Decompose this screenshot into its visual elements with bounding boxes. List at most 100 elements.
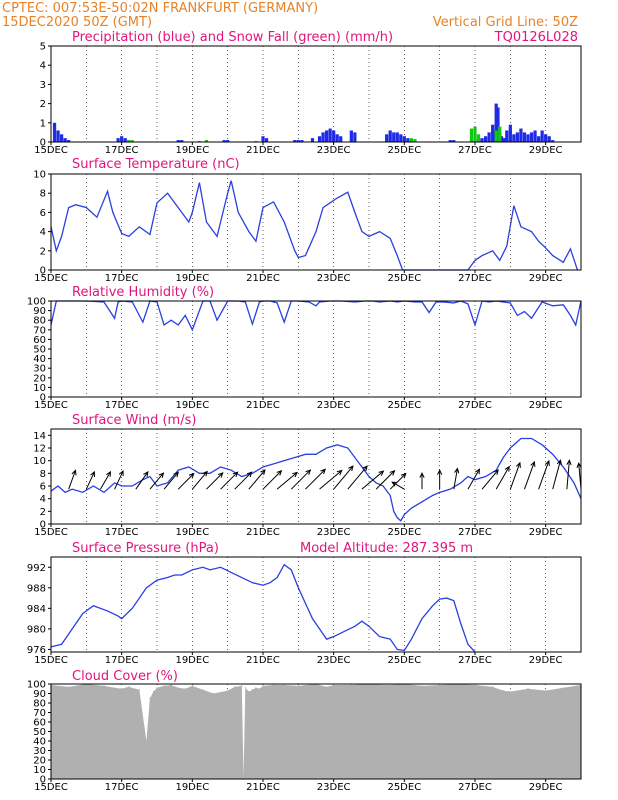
x-tick-label: 23DEC	[317, 400, 351, 411]
precipitation-bar	[402, 136, 406, 142]
x-tick-label: 15DEC	[34, 527, 68, 538]
wind-arrow-head	[475, 468, 481, 475]
precipitation-bar	[505, 130, 509, 142]
precipitation-bar	[63, 138, 67, 142]
cloud-cover-point	[114, 687, 116, 689]
cloud-cover-point	[502, 690, 504, 692]
cloud-cover-point	[333, 684, 335, 686]
wind-arrow-shaft	[333, 465, 354, 490]
wind-arrow-head	[336, 469, 343, 476]
precipitation-bar	[300, 140, 304, 142]
wind-arrow-shaft	[566, 460, 570, 490]
precipitation-bar	[261, 136, 265, 142]
cloud-cover-point	[439, 684, 441, 686]
wind-arrow	[467, 468, 481, 490]
y-tick-label: 4	[40, 227, 46, 238]
cloud-cover-point	[241, 685, 243, 687]
y-tick-label: 4	[40, 494, 46, 505]
wind-arrow-shaft	[135, 471, 149, 490]
y-tick-label: 14	[33, 431, 46, 442]
precipitation-bar	[551, 140, 555, 142]
y-tick-label: 80	[33, 316, 46, 327]
y-tick-label: 60	[33, 335, 46, 346]
cloud-cover-point	[149, 697, 151, 699]
x-tick-label: 23DEC	[317, 145, 351, 156]
x-tick-label: 19DEC	[175, 400, 209, 411]
x-tick-label: 25DEC	[387, 655, 421, 666]
wind-arrow-shaft	[163, 471, 179, 490]
wind-arrow-head	[158, 472, 165, 479]
precipitation-bar	[385, 134, 389, 142]
wind-arrow-shaft	[389, 473, 407, 490]
wind-arrow-shaft	[319, 470, 343, 490]
precipitation-title: Precipitation (blue) and Snow Fall (gree…	[72, 30, 393, 45]
y-tick-label: 70	[33, 708, 46, 719]
y-tick-label: 10	[33, 170, 46, 181]
wind-arrow-shaft	[276, 472, 298, 490]
cloud-cover-point	[255, 687, 257, 689]
y-tick-label: 8	[40, 189, 46, 200]
precipitation-bar	[388, 130, 392, 142]
cloud-cover-point	[562, 687, 564, 689]
cloud-cover-point	[492, 686, 494, 688]
y-tick-label: 0	[40, 138, 46, 149]
precipitation-bar	[392, 132, 396, 142]
wind-arrow-head	[378, 470, 385, 476]
x-tick-label: 21DEC	[246, 527, 280, 538]
y-tick-label: 10	[33, 383, 46, 394]
precipitation-bar	[540, 130, 544, 142]
cloud-cover-point	[350, 684, 352, 686]
precipitation-bar	[296, 140, 300, 142]
snowfall-bar	[413, 139, 417, 142]
x-tick-label: 27DEC	[458, 145, 492, 156]
cloud-cover-point	[283, 684, 285, 686]
precipitation-bar	[56, 130, 60, 142]
cloud-cover-point	[273, 684, 275, 686]
y-tick-label: 984	[27, 604, 46, 615]
precipitation-bar	[512, 134, 516, 142]
y-tick-label: 90	[33, 689, 46, 700]
wind-arrow-head	[143, 471, 149, 477]
x-tick-label: 17DEC	[105, 782, 139, 793]
cloud-cover-point	[138, 689, 140, 691]
precipitation-bar	[491, 124, 495, 142]
wind-arrow	[495, 465, 510, 490]
cloud-cover-title: Cloud Cover (%)	[72, 669, 178, 684]
snowfall-bar	[130, 140, 134, 142]
wind-arrow	[68, 469, 77, 490]
precipitation-bar	[328, 128, 332, 142]
wind-arrow-shaft	[347, 465, 368, 490]
wind-arrow	[375, 469, 396, 490]
x-tick-label: 23DEC	[317, 782, 351, 793]
wind-arrow-head	[202, 470, 208, 477]
wind-arrow	[135, 471, 149, 490]
y-tick-label: 70	[33, 325, 46, 336]
wind-arrow	[177, 472, 195, 490]
y-tick-label: 50	[33, 727, 46, 738]
x-tick-label: 17DEC	[105, 145, 139, 156]
precipitation-bar	[59, 134, 64, 142]
wind-arrow-shaft	[391, 481, 405, 490]
cloud-cover-point	[527, 688, 529, 690]
wind-arrow-head	[276, 469, 283, 476]
cloud-cover-point	[170, 684, 172, 686]
y-tick-label: 80	[33, 699, 46, 710]
x-tick-label: 15DEC	[34, 145, 68, 156]
precipitation-bar	[544, 134, 548, 142]
wind-arrow-head	[232, 471, 239, 478]
cloud-cover-point	[177, 687, 179, 689]
precipitation-bar	[448, 140, 452, 142]
wind-arrow	[248, 469, 266, 490]
y-tick-label: 10	[33, 765, 46, 776]
x-tick-label: 25DEC	[387, 273, 421, 284]
y-tick-label: 8	[40, 469, 46, 480]
wind-arrow-head	[246, 471, 253, 478]
y-tick-label: 30	[33, 364, 46, 375]
wind-arrow-head	[437, 469, 443, 475]
cloud-cover-point	[212, 692, 215, 695]
x-tick-label: 15DEC	[34, 782, 68, 793]
x-tick-label: 15DEC	[34, 273, 68, 284]
wind-arrow	[419, 472, 425, 490]
y-tick-label: 6	[40, 208, 46, 219]
